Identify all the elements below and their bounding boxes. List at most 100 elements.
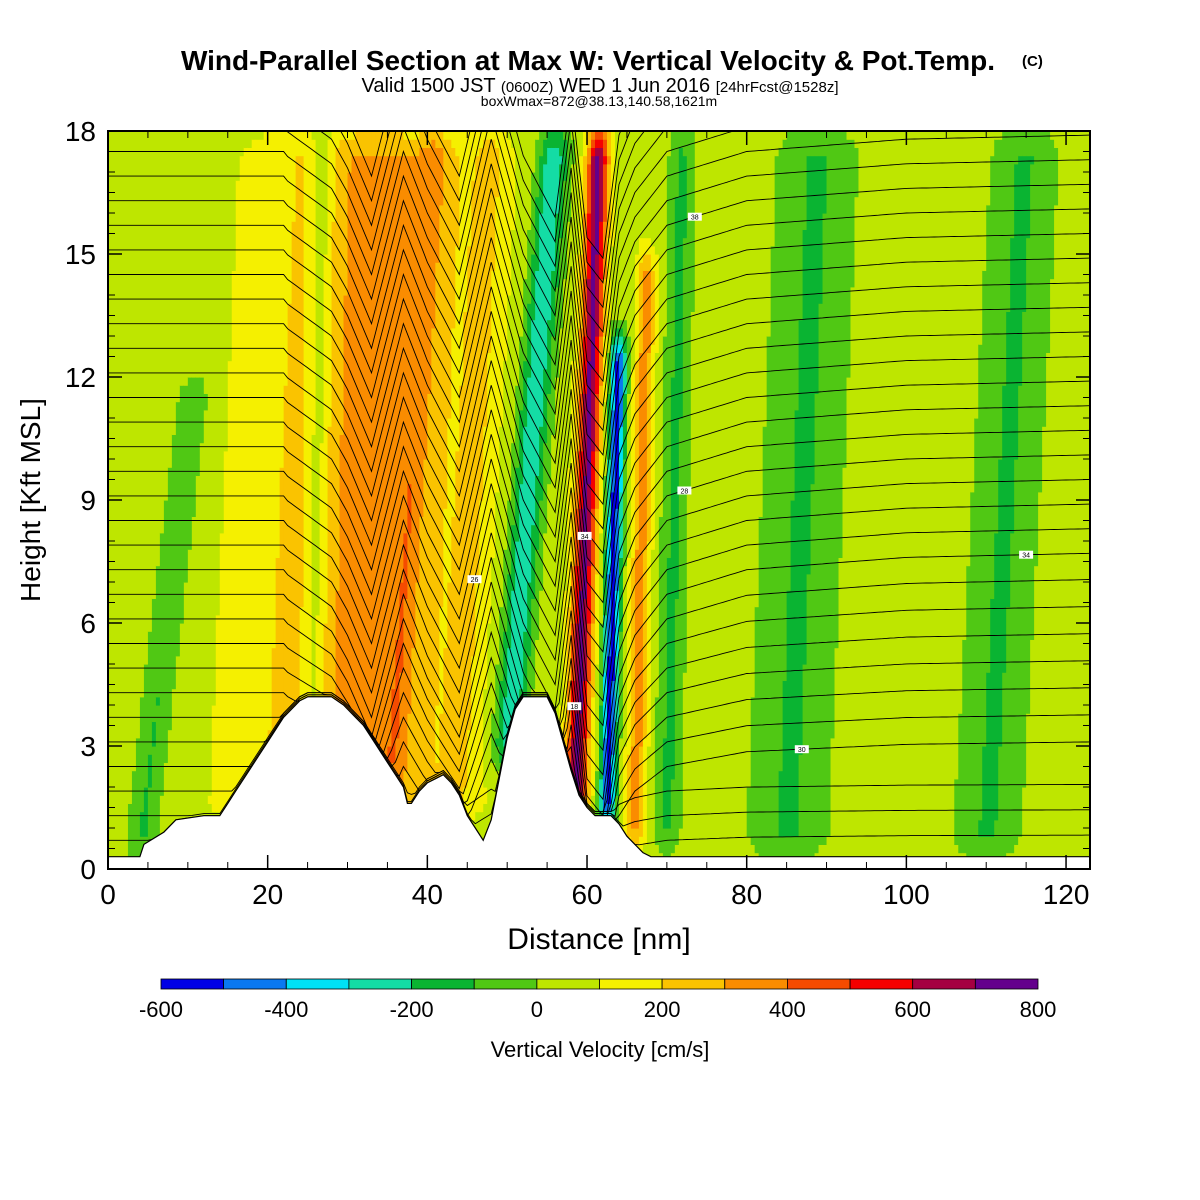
velocity-cell [471, 131, 476, 181]
velocity-cell [630, 131, 636, 370]
velocity-cell [591, 131, 596, 140]
velocity-cell [487, 623, 492, 869]
velocity-cell [998, 139, 1003, 460]
velocity-cell [183, 385, 189, 583]
velocity-cell [531, 172, 536, 255]
velocity-cell [762, 131, 768, 427]
velocity-cell [507, 139, 512, 296]
velocity-cell [1058, 131, 1063, 869]
velocity-cell [614, 360, 620, 509]
chart-title-mark: (C) [1022, 53, 1043, 70]
x-tick-label: 100 [883, 879, 930, 910]
velocity-cell [207, 131, 213, 796]
velocity-cell [395, 737, 400, 796]
velocity-cell [686, 491, 692, 869]
velocity-cell [842, 467, 848, 869]
velocity-cell [938, 131, 943, 869]
velocity-cell [551, 270, 556, 337]
velocity-cell [666, 131, 672, 157]
colorbar-swatch [661, 978, 726, 990]
velocity-cell [155, 696, 161, 706]
velocity-cell [754, 606, 760, 854]
velocity-cell [423, 459, 428, 804]
y-tick-label: 0 [80, 854, 96, 885]
velocity-cell [551, 434, 556, 869]
velocity-cell [610, 245, 616, 321]
theta-contour-line [108, 208, 1090, 457]
velocity-cell [1014, 459, 1019, 845]
velocity-cell [443, 131, 448, 140]
velocity-cell [275, 557, 281, 813]
velocity-cell [670, 131, 676, 378]
velocity-cell [694, 131, 700, 869]
velocity-cell [990, 155, 995, 599]
velocity-cell [463, 787, 468, 829]
velocity-cell [1046, 352, 1051, 869]
theta-contour-line [108, 503, 1090, 752]
velocity-cell [914, 131, 919, 869]
velocity-cell [403, 598, 408, 772]
velocity-cell [123, 131, 129, 869]
velocity-cell [211, 705, 217, 813]
velocity-cell [746, 836, 752, 869]
velocity-cell [642, 237, 648, 255]
velocity-cell [646, 352, 652, 542]
velocity-cell [143, 664, 149, 788]
velocity-cell [259, 139, 265, 837]
velocity-cell [634, 131, 640, 255]
velocity-cell [587, 680, 592, 739]
velocity-cell [591, 696, 596, 796]
x-tick-label: 120 [1043, 879, 1090, 910]
velocity-cell [575, 713, 580, 804]
velocity-cell [399, 155, 404, 583]
velocity-cell [223, 131, 229, 452]
velocity-cell [1066, 131, 1071, 869]
velocity-cell [798, 754, 804, 862]
velocity-cell [555, 286, 560, 378]
velocity-cell [251, 131, 257, 140]
velocity-cell [579, 713, 584, 796]
velocity-cell [591, 155, 596, 247]
velocity-cell [595, 155, 600, 255]
velocity-cell [559, 155, 564, 165]
velocity-cell [487, 352, 492, 624]
velocity-cell [527, 582, 532, 657]
velocity-cell [1034, 565, 1039, 869]
velocity-cell [826, 836, 832, 869]
theta-contour-line [108, 633, 1090, 815]
velocity-cell [451, 147, 456, 329]
velocity-cell [267, 131, 273, 731]
subtitle-zulu: (0600Z) [501, 79, 554, 96]
velocity-cell [199, 442, 205, 869]
velocity-cell [666, 155, 672, 558]
velocity-cell [491, 131, 496, 140]
velocity-cell [519, 131, 524, 337]
velocity-cell [682, 237, 688, 673]
velocity-cell [595, 147, 600, 157]
velocity-cell [1054, 204, 1059, 869]
velocity-cell [591, 147, 596, 157]
velocity-cell [543, 131, 548, 140]
velocity-cell [511, 229, 516, 444]
velocity-cell [678, 131, 684, 148]
velocity-cell [1026, 237, 1031, 714]
velocity-cell [638, 237, 644, 263]
velocity-cell [491, 713, 496, 763]
velocity-cell [527, 131, 532, 230]
velocity-cell [315, 131, 321, 616]
velocity-cell [523, 631, 528, 706]
velocity-cell [487, 131, 492, 140]
velocity-cell [822, 213, 828, 845]
velocity-cell [567, 131, 572, 222]
velocity-cell [375, 131, 381, 157]
velocity-cell [239, 155, 245, 829]
velocity-cell [415, 139, 420, 157]
velocity-cell [778, 770, 784, 837]
velocity-cell [259, 131, 265, 140]
velocity-cell [567, 221, 572, 468]
velocity-cell [666, 828, 672, 862]
velocity-cell [678, 418, 684, 829]
velocity-cell [802, 664, 808, 862]
theta-contour-line [108, 233, 1090, 481]
velocity-cell [606, 163, 612, 239]
